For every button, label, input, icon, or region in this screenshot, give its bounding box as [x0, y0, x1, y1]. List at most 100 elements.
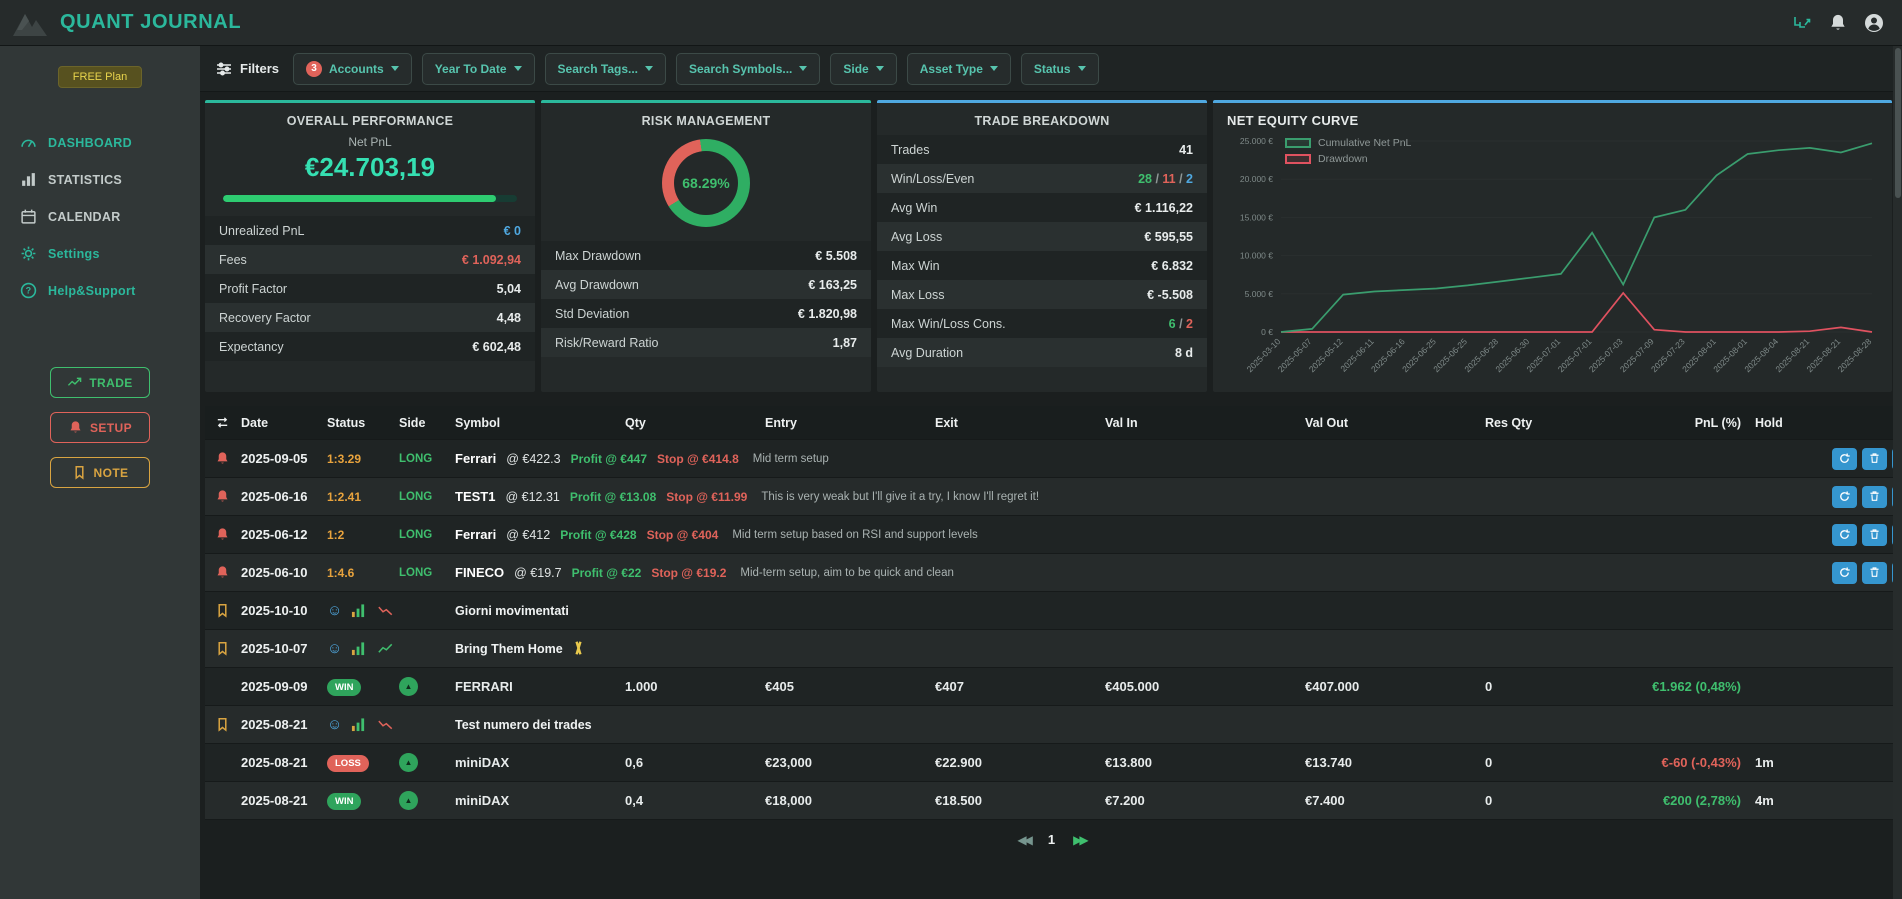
trend-down-icon [378, 603, 396, 619]
filter-search-tags[interactable]: Search Tags... [544, 52, 666, 85]
filter-asset-type[interactable]: Asset Type [906, 52, 1011, 85]
column-pnl[interactable]: PnL (%) [1694, 415, 1741, 430]
refresh-button[interactable] [1832, 485, 1857, 508]
sidebar: FREE Plan DASHBOARD STATISTICS CALENDAR Set… [0, 46, 200, 899]
filter-accounts[interactable]: 3 Accounts [293, 52, 412, 85]
setup-note: This is very weak but I'll give it a try… [761, 490, 1040, 503]
column-exit[interactable]: Exit [935, 415, 958, 430]
filter-search-symbols[interactable]: Search Symbols... [676, 52, 821, 85]
net-pnl-progress [223, 195, 517, 202]
table-row[interactable]: 2025-08-21 LOSS ▲ miniDAX 0,6 €23,000 €22.900 €… [205, 744, 1898, 782]
note-button[interactable]: NOTE [50, 457, 150, 488]
val-in: €7.200 [1105, 793, 1145, 808]
stat-row-trades: Trades 41 [877, 135, 1207, 164]
stat-value: 28 / 11 / 2 [1138, 171, 1193, 186]
bell-icon [215, 489, 233, 505]
trade-date: 2025-10-07 [205, 641, 323, 657]
filter-buttons: 3 Accounts Year To Date Search Tags... Searc… [293, 52, 1099, 85]
sidebar-item-dashboard[interactable]: DASHBOARD [0, 124, 200, 161]
sort-icon[interactable] [215, 415, 233, 431]
last-page-icon[interactable]: ▶▶ [1073, 832, 1089, 847]
bell-icon [68, 420, 83, 435]
res-qty: 0 [1485, 755, 1493, 770]
chevron-down-icon [799, 66, 808, 71]
chevron-down-icon [875, 66, 884, 71]
trash-button[interactable] [1862, 523, 1887, 546]
top-bar: QUANT JOURNAL [0, 0, 1902, 46]
bell-icon[interactable] [1828, 13, 1848, 33]
trash-button[interactable] [1862, 447, 1887, 470]
stat-value: € 595,55 [1144, 229, 1193, 244]
stat-row-avg-loss: Avg Loss € 595,55 [877, 222, 1207, 251]
column-qty[interactable]: Qty [625, 415, 646, 430]
table-row[interactable]: 2025-09-05 1:3.29 LONG Ferrari @ €422.3 Profi… [205, 440, 1902, 478]
side-up-icon: ▲ [399, 677, 418, 696]
user-icon[interactable] [1864, 13, 1884, 33]
sidebar-item-help-support[interactable]: ? Help&Support [0, 272, 200, 309]
column-res-qty[interactable]: Res Qty [1485, 415, 1533, 430]
val-out: €13.740 [1305, 755, 1352, 770]
filter-year-to-date[interactable]: Year To Date [421, 52, 535, 85]
first-page-icon[interactable]: ◀◀ [1017, 832, 1033, 847]
overall-performance-panel: OVERALL PERFORMANCE Net PnL €24.703,19 U… [205, 100, 535, 392]
panel-title: OVERALL PERFORMANCE [286, 114, 454, 128]
refresh-button[interactable] [1832, 561, 1857, 584]
setup-note: Mid-term setup, aim to be quick and clea… [740, 566, 954, 579]
svg-text:15.000 €: 15.000 € [1240, 212, 1273, 222]
table-row[interactable]: 2025-10-10 ☺ Giorni movimentati [205, 592, 1898, 630]
note-title: Giorni movimentati [455, 603, 569, 618]
table-row[interactable]: 2025-09-09 WIN ▲ FERRARI 1.000 €405 €407 €405.0… [205, 668, 1898, 706]
setup-button[interactable]: SETUP [50, 412, 150, 443]
legend-item[interactable]: Cumulative Net PnL [1285, 137, 1411, 149]
column-val-in[interactable]: Val In [1105, 415, 1138, 430]
table-row[interactable]: 2025-06-10 1:4.6 LONG FINECO @ €19.7 Profit @… [205, 554, 1902, 592]
bookmark-icon [215, 717, 233, 733]
sidebar-item-settings[interactable]: Settings [0, 235, 200, 272]
exit: €18.500 [935, 793, 982, 808]
chevron-down-icon [989, 66, 998, 71]
trash-button[interactable] [1862, 561, 1887, 584]
column-date[interactable]: Date [205, 415, 323, 431]
column-hold[interactable]: Hold [1755, 415, 1783, 430]
sidebar-item-calendar[interactable]: CALENDAR [0, 198, 200, 235]
qty: 0,6 [625, 755, 644, 770]
column-val-out[interactable]: Val Out [1305, 415, 1349, 430]
sidebar-menu: DASHBOARD STATISTICS CALENDAR Settings? Help… [0, 124, 200, 309]
plan-badge[interactable]: FREE Plan [57, 66, 143, 88]
table-row[interactable]: 2025-08-21 WIN ▲ miniDAX 0,4 €18,000 €18.500 €7… [205, 782, 1898, 820]
mood-icon: ☺ [327, 716, 343, 733]
sidebar-item-statistics[interactable]: STATISTICS [0, 161, 200, 198]
filter-status[interactable]: Status [1020, 52, 1099, 85]
stat-row-std-deviation: Std Deviation € 1.820,98 [541, 299, 871, 328]
scrollbar[interactable] [1893, 46, 1902, 899]
column-status[interactable]: Status [327, 415, 366, 430]
svg-text:0 €: 0 € [1261, 327, 1273, 337]
stat-label: Max Drawdown [555, 248, 642, 263]
table-row[interactable]: 2025-06-16 1:2.41 LONG TEST1 @ €12.31 Profit … [205, 478, 1902, 516]
table-row[interactable]: 2025-08-21 ☺ Test numero dei trades [205, 706, 1898, 744]
refresh-button[interactable] [1832, 447, 1857, 470]
trade-side: ▲ [395, 753, 451, 772]
column-side[interactable]: Side [399, 415, 426, 430]
filters-label[interactable]: Filters [216, 61, 279, 77]
column-symbol[interactable]: Symbol [455, 415, 501, 430]
symbol: TEST1 [455, 489, 496, 504]
trade-button[interactable]: TRADE [50, 367, 150, 398]
table-row[interactable]: 2025-10-07 ☺ Bring Them Home [205, 630, 1898, 668]
note-icons: ☺ [323, 717, 451, 733]
table-row[interactable]: 2025-06-12 1:2 LONG Ferrari @ €412 Profit @ €… [205, 516, 1902, 554]
legend-item[interactable]: Drawdown [1285, 153, 1411, 165]
entry: €18,000 [765, 793, 812, 808]
profit-target: Profit @ €447 [570, 451, 648, 466]
profit-target: Profit @ €428 [560, 527, 637, 542]
legend-swatch [1285, 138, 1311, 148]
filter-side[interactable]: Side [830, 52, 897, 85]
column-entry[interactable]: Entry [765, 415, 797, 430]
entry: €23,000 [765, 755, 812, 770]
market-icon[interactable] [1792, 13, 1812, 33]
refresh-button[interactable] [1832, 523, 1857, 546]
stat-value: € -5.508 [1147, 287, 1193, 302]
trade-side: LONG [399, 490, 433, 503]
trash-button[interactable] [1862, 485, 1887, 508]
entry: €405 [765, 679, 794, 694]
